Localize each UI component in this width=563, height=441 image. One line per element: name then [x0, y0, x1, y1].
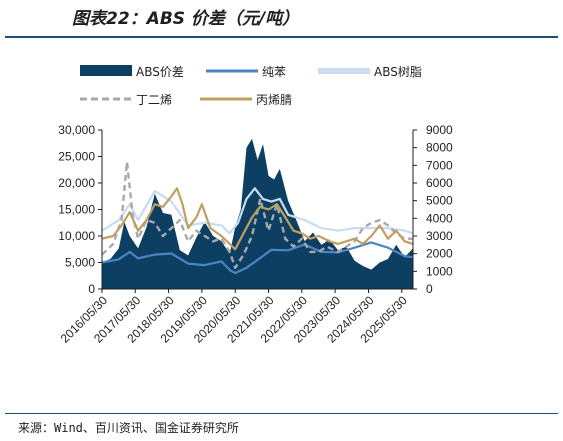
y-left-tick-label: 30,000	[58, 123, 95, 137]
series-line-2	[101, 187, 414, 235]
legend-item-4: 丙烯腈	[200, 93, 292, 107]
series-3	[101, 160, 413, 269]
y-left-tick-label: 5,000	[65, 256, 95, 270]
y-left-tick-label: 25,000	[58, 150, 95, 164]
legend-item-1: 纯苯	[206, 65, 286, 79]
y-left-tick-label: 20,000	[58, 176, 95, 190]
series-line-3	[101, 160, 413, 269]
legend-item-2: ABS树脂	[318, 64, 422, 79]
y-right-tick-label: 9000	[426, 123, 453, 137]
legend-label: ABS价差	[136, 65, 184, 79]
series-4	[101, 187, 414, 251]
title-divider	[5, 36, 558, 38]
series-1	[101, 241, 414, 275]
y-right-tick-label: 4000	[426, 211, 453, 225]
y-right-tick-label: 5000	[426, 194, 453, 208]
y-right-tick-label: 0	[426, 282, 433, 296]
legend-item-0: ABS价差	[80, 65, 184, 79]
series-line-1	[101, 241, 414, 275]
legend-label: ABS树脂	[374, 64, 422, 79]
y-right-tick-label: 6000	[426, 176, 453, 190]
plot-area	[101, 138, 414, 289]
legend-item-3: 丁二烯	[80, 93, 172, 107]
y-right-tick-label: 7000	[426, 158, 453, 172]
footer-divider	[5, 413, 558, 414]
y-left-tick-label: 15,000	[58, 203, 95, 217]
y-left-tick-label: 10,000	[58, 229, 95, 243]
y-left-tick-label: 0	[88, 282, 95, 296]
legend-swatch	[80, 65, 132, 76]
y-right-tick-label: 3000	[426, 229, 453, 243]
axes: 0 5,000 10,000 15,000 20,000 25,000 30,000 0 100…	[58, 123, 453, 346]
legend-label: 丁二烯	[136, 93, 172, 107]
page-title: 图表22：ABS 价差（元/吨）	[72, 9, 300, 29]
source-note: 来源：Wind、百川资讯、国金证券研究所	[18, 421, 239, 435]
legend-label: 纯苯	[262, 65, 286, 79]
y-right-tick-label: 1000	[426, 264, 453, 278]
series-line-4	[101, 187, 414, 251]
y-right-tick-label: 2000	[426, 247, 453, 261]
series-2	[101, 187, 414, 235]
legend-label: 丙烯腈	[256, 93, 292, 107]
y-right-tick-label: 8000	[426, 141, 453, 155]
